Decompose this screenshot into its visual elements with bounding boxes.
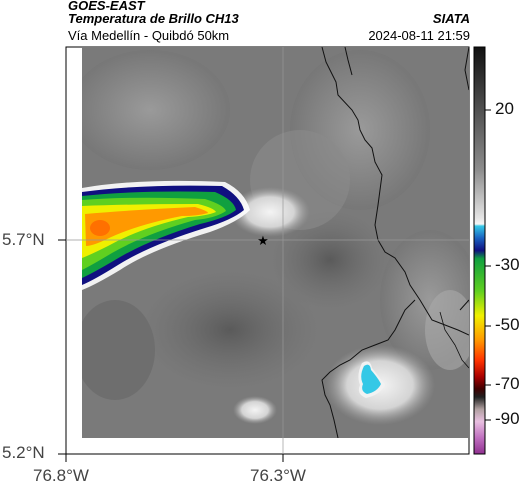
imagery-layer <box>82 47 469 438</box>
longitude-label: 76.3°W <box>250 466 306 485</box>
colorbar-tick-label: -50 <box>495 315 520 334</box>
colorbar-tick-label: -70 <box>495 374 520 393</box>
latitude-label: 5.7°N <box>2 230 45 249</box>
colorbar <box>473 46 491 455</box>
region-subtitle: Vía Medellín - Quibdó 50km <box>68 28 230 43</box>
latitude-label: 5.2°N <box>2 443 45 462</box>
timestamp-label: 2024-08-11 21:59 <box>368 28 470 43</box>
product-title: Temperatura de Brillo CH13 <box>68 11 239 26</box>
organization-label: SIATA <box>432 11 470 26</box>
colorbar-tick-label: -90 <box>495 409 520 428</box>
colorbar-tick-label: 20 <box>495 99 514 118</box>
longitude-label: 76.8°W <box>33 466 89 485</box>
satellite-name: GOES-EAST <box>68 0 145 13</box>
star-icon: ★ <box>257 234 269 249</box>
colorbar-tick-label: -30 <box>495 255 520 274</box>
